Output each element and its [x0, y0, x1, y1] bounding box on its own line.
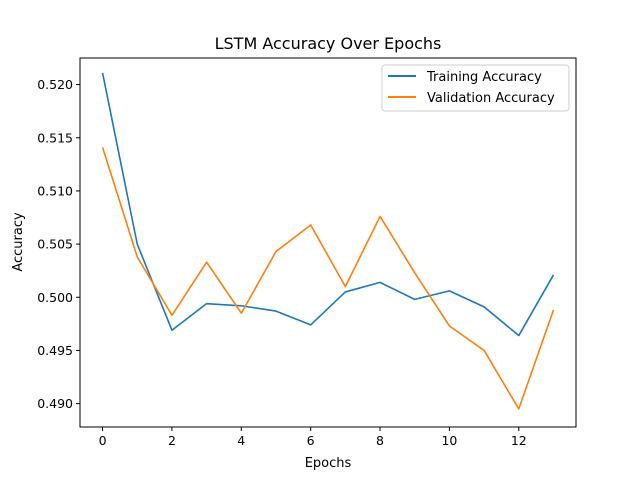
y-tick-label: 0.520 — [37, 77, 73, 92]
y-tick-label: 0.505 — [37, 237, 73, 252]
legend: Training Accuracy Validation Accuracy — [381, 64, 570, 112]
y-tick-label: 0.510 — [37, 183, 73, 198]
legend-label-training: Training Accuracy — [426, 70, 542, 85]
x-tick-label: 12 — [511, 433, 527, 448]
x-axis-ticks: 0 2 4 6 8 10 12 — [99, 427, 527, 448]
y-tick-label: 0.490 — [37, 396, 73, 411]
x-tick-label: 2 — [168, 433, 176, 448]
x-axis-label: Epochs — [305, 456, 352, 471]
series-line-training — [101, 72, 555, 337]
x-tick-label: 0 — [99, 433, 107, 448]
y-axis-label: Accuracy — [11, 212, 26, 272]
series-layer — [101, 72, 555, 410]
chart-title: LSTM Accuracy Over Epochs — [215, 34, 442, 53]
y-tick-label: 0.495 — [37, 343, 73, 358]
x-tick-label: 4 — [237, 433, 245, 448]
legend-label-validation: Validation Accuracy — [427, 91, 555, 106]
x-tick-label: 10 — [441, 433, 457, 448]
y-tick-label: 0.515 — [37, 130, 73, 145]
x-tick-label: 8 — [376, 433, 384, 448]
series-line-validation — [101, 147, 555, 410]
x-tick-label: 6 — [307, 433, 315, 448]
y-axis-ticks: 0.490 0.495 0.500 0.505 0.510 0.515 0.520 — [37, 77, 80, 411]
legend-box — [381, 64, 570, 112]
plot-frame — [79, 57, 577, 428]
y-tick-label: 0.500 — [37, 290, 73, 305]
